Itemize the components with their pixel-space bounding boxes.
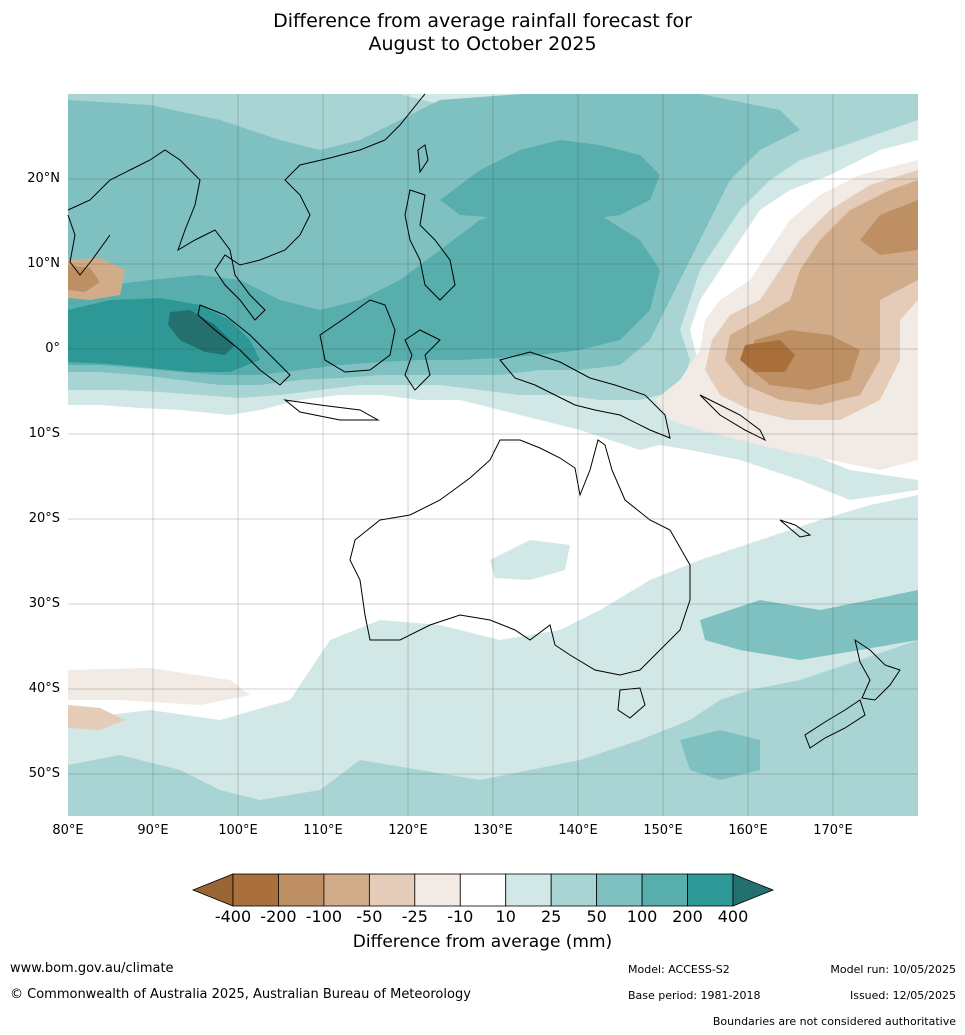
colorbar-extend-high (732, 873, 775, 907)
lat-label-20s: 20°S (28, 511, 60, 526)
colorbar-box (232, 873, 279, 907)
map-title: Difference from average rainfall forecas… (0, 10, 965, 56)
java-outline (283, 399, 380, 421)
footer-url: www.bom.gov.au/climate (10, 961, 174, 976)
anomaly-field-dry-east-200 (740, 340, 795, 372)
anomaly-field-dry-sw-2 (68, 705, 125, 730)
anomaly-field-south-50 (680, 730, 760, 780)
lon-label-100e: 100°E (218, 823, 258, 838)
lon-label-150e: 150°E (643, 823, 683, 838)
lon-label-120e: 120°E (388, 823, 428, 838)
india-outline (67, 214, 111, 276)
colorbar-tick-label: 10 (495, 907, 516, 926)
lat-label-20n: 20°N (27, 171, 60, 186)
footer-disclaimer: Boundaries are not considered authoritat… (712, 1015, 956, 1028)
sulawesi-outline (404, 329, 441, 391)
borneo-outline (319, 299, 396, 373)
anomaly-field-dry-east-100 (745, 200, 918, 390)
colorbar-box (687, 873, 734, 907)
anomaly-field-over-400 (168, 310, 235, 355)
colorbar-box (278, 873, 325, 907)
colorbar-box (641, 873, 688, 907)
colorbar-tick-label: 50 (586, 907, 607, 926)
lat-label-equator: 0° (45, 341, 60, 356)
colorbar-tick-label: 25 (540, 907, 562, 926)
colorbar-tick-label: -25 (401, 907, 428, 926)
lon-label-170e: 170°E (813, 823, 853, 838)
colorbar-tick-label: 400 (717, 907, 749, 926)
anomaly-field-south-australia (490, 540, 570, 580)
taiwan-outline (417, 144, 429, 174)
australia-outline (349, 439, 691, 676)
colorbar-extend-low (191, 873, 234, 907)
anomaly-field-south-east-50 (700, 590, 918, 660)
colorbar-box (323, 873, 370, 907)
colorbar-tick-label: 100 (626, 907, 658, 926)
footer-model: Model: ACCESS-S2 (628, 963, 730, 976)
title-line-1: Difference from average rainfall forecas… (273, 10, 692, 32)
colorbar-label: Difference from average (mm) (352, 932, 613, 952)
footer-model-run: Model run: 10/05/2025 (830, 963, 956, 976)
lon-label-90e: 90°E (137, 823, 169, 838)
colorbar-tick-label: -400 (214, 907, 252, 926)
anomaly-field-dry-west-100 (68, 265, 100, 292)
lon-label-110e: 110°E (303, 823, 343, 838)
new-zealand-south-outline (804, 699, 866, 749)
anomaly-field-200-400 (68, 298, 260, 372)
colorbar-tick-label: 200 (672, 907, 703, 926)
map-area (68, 94, 918, 816)
lon-label-160e: 160°E (728, 823, 768, 838)
colorbar-box (505, 873, 552, 907)
graticule (68, 94, 918, 816)
footer-copyright: © Commonwealth of Australia 2025, Austra… (10, 987, 471, 1002)
anomaly-field-dry-sw (68, 668, 250, 705)
philippines-outline (404, 189, 456, 301)
title-line-2: August to October 2025 (368, 33, 597, 55)
colorbar-box (596, 873, 643, 907)
colorbar-box (550, 873, 598, 907)
southeast-asia-outline (67, 93, 426, 321)
lat-label-30s: 30°S (28, 596, 60, 611)
colorbar-box (459, 873, 507, 907)
lon-label-130e: 130°E (473, 823, 513, 838)
colorbar-tick-label: -50 (356, 907, 383, 926)
footer-issued: Issued: 12/05/2025 (849, 989, 956, 1002)
new-guinea-outline (499, 351, 671, 439)
colorbar-tick-label: -200 (260, 907, 297, 926)
new-zealand-north-outline (854, 638, 901, 701)
anomaly-field-100-200-pacific (440, 140, 660, 220)
colorbar (191, 873, 775, 907)
lat-label-10s: 10°S (28, 426, 60, 441)
colorbar-box (414, 873, 461, 907)
footer-base-period: Base period: 1981-2018 (628, 989, 761, 1002)
new-caledonia-outline (779, 519, 812, 538)
lon-label-80e: 80°E (52, 823, 84, 838)
colorbar-tick-label: -100 (305, 907, 343, 926)
solomon-islands-outline (699, 394, 767, 442)
lat-label-50s: 50°S (28, 766, 60, 781)
lon-label-140e: 140°E (558, 823, 598, 838)
colorbar-tick-label: -10 (447, 907, 474, 926)
sumatra-outline (197, 304, 291, 386)
lat-label-10n: 10°N (27, 256, 60, 271)
colorbar-box (368, 873, 416, 907)
lat-label-40s: 40°S (28, 681, 60, 696)
tasmania-outline (617, 687, 646, 719)
coastlines (67, 93, 901, 749)
